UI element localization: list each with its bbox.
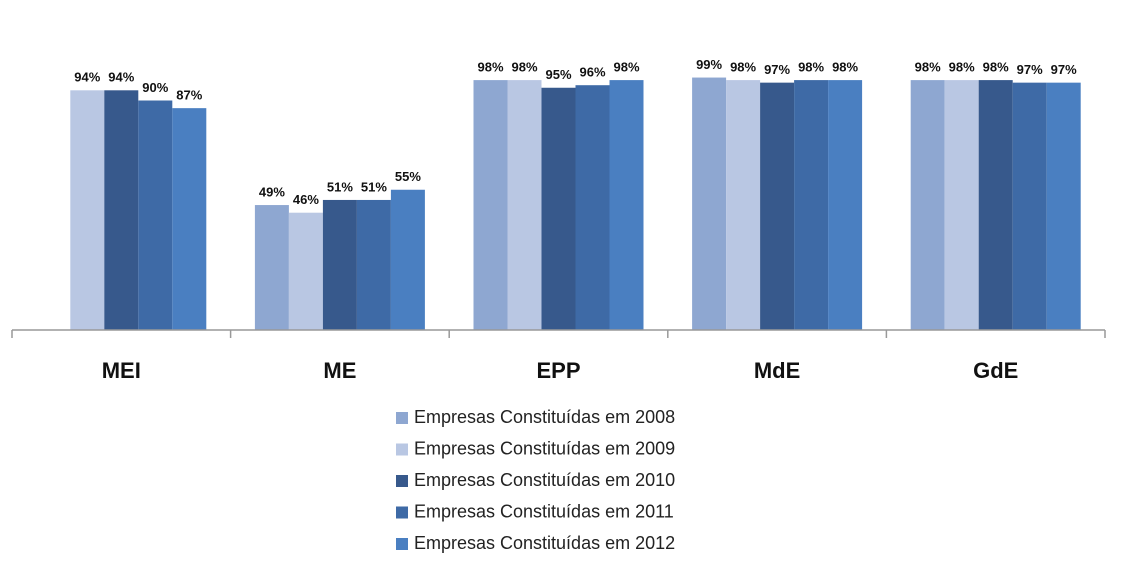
value-label: 99%: [696, 57, 722, 72]
bar: [726, 80, 761, 330]
category-label: MdE: [754, 358, 800, 383]
bar: [692, 77, 727, 330]
bar: [390, 189, 425, 330]
bar: [254, 205, 289, 330]
value-label: 55%: [395, 169, 421, 184]
value-label: 46%: [293, 192, 319, 207]
legend-label: Empresas Constituídas em 2008: [414, 407, 675, 427]
value-label: 97%: [764, 62, 790, 77]
bar: [172, 108, 207, 331]
bar: [322, 199, 357, 330]
category-label: EPP: [536, 358, 580, 383]
value-label: 98%: [949, 60, 975, 75]
bar: [1012, 82, 1047, 331]
value-label: 98%: [477, 60, 503, 75]
bar: [138, 100, 173, 330]
value-label: 98%: [798, 60, 824, 75]
value-label: 98%: [832, 60, 858, 75]
bar: [910, 80, 945, 330]
bar: [944, 80, 979, 330]
value-label: 94%: [74, 70, 100, 85]
value-label: 49%: [259, 184, 285, 199]
bar: [541, 87, 576, 330]
bar: [473, 80, 508, 330]
legend-label: Empresas Constituídas em 2009: [414, 438, 675, 458]
bar: [507, 80, 542, 330]
category-label: ME: [323, 358, 356, 383]
value-label: 87%: [176, 88, 202, 103]
legend-swatch: [396, 475, 408, 487]
category-label: GdE: [973, 358, 1018, 383]
bar: [1046, 82, 1081, 331]
value-label: 97%: [1017, 62, 1043, 77]
bar: [356, 199, 391, 330]
legend-swatch: [396, 412, 408, 424]
value-label: 97%: [1051, 62, 1077, 77]
bar: [978, 80, 1013, 330]
legend-label: Empresas Constituídas em 2011: [414, 501, 674, 521]
value-label: 98%: [915, 60, 941, 75]
legend-swatch: [396, 443, 408, 456]
value-label: 51%: [361, 179, 387, 194]
value-label: 51%: [327, 179, 353, 194]
legend-swatch: [396, 538, 408, 550]
value-label: 98%: [613, 60, 639, 75]
bar: [760, 82, 795, 331]
value-label: 98%: [730, 60, 756, 75]
bar: [575, 85, 610, 330]
legend-label: Empresas Constituídas em 2012: [414, 533, 675, 553]
bar: [288, 212, 323, 330]
bar: [609, 80, 644, 330]
category-label: MEI: [102, 358, 141, 383]
bar: [104, 90, 139, 330]
value-label: 98%: [983, 60, 1009, 75]
bar: [828, 80, 863, 330]
legend-swatch: [396, 506, 408, 519]
bar: [794, 80, 829, 330]
value-label: 98%: [511, 60, 537, 75]
legend-label: Empresas Constituídas em 2010: [414, 470, 675, 490]
value-label: 95%: [545, 67, 571, 82]
value-label: 96%: [579, 65, 605, 80]
bar: [70, 90, 105, 330]
value-label: 90%: [142, 80, 168, 95]
value-label: 94%: [108, 70, 134, 85]
